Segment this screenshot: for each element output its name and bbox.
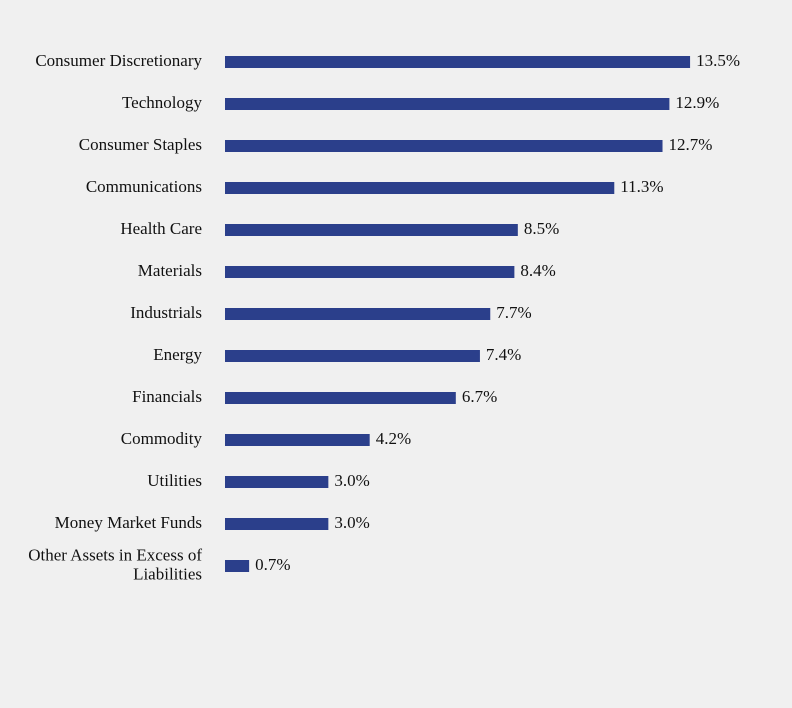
category-label: Consumer Discretionary (35, 51, 202, 70)
category-label: Commodity (121, 429, 203, 448)
bars-group (225, 56, 691, 572)
value-label: 7.7% (496, 303, 531, 322)
value-label: 13.5% (696, 51, 740, 70)
category-label: Materials (138, 261, 202, 280)
bar (225, 56, 691, 68)
category-label: Consumer Staples (79, 135, 202, 154)
bar (225, 182, 615, 194)
bar (225, 476, 329, 488)
value-label: 12.7% (669, 135, 713, 154)
bar (225, 350, 480, 362)
value-label: 7.4% (486, 345, 521, 364)
value-label: 0.7% (255, 555, 290, 574)
value-label: 12.9% (675, 93, 719, 112)
category-label: Communications (86, 177, 202, 196)
bar (225, 266, 515, 278)
category-label: Money Market Funds (55, 513, 202, 532)
value-label: 6.7% (462, 387, 497, 406)
bar (225, 224, 518, 236)
value-label: 11.3% (620, 177, 663, 196)
category-label: Health Care (120, 219, 202, 238)
bar (225, 140, 663, 152)
category-label: Other Assets in Excess of Liabilities (28, 545, 202, 583)
bar (225, 98, 670, 110)
category-label: Energy (153, 345, 202, 364)
value-label: 3.0% (334, 471, 369, 490)
bar (225, 392, 456, 404)
value-label: 8.5% (524, 219, 559, 238)
value-labels-group: 13.5% 12.9% 12.7% 11.3% 8.5% 8.4% 7.7% 7.4% 6.7%… (255, 51, 740, 574)
category-label: Financials (132, 387, 202, 406)
bar (225, 308, 491, 320)
bar (225, 434, 370, 446)
value-label: 3.0% (334, 513, 369, 532)
bar (225, 518, 329, 530)
category-label: Technology (122, 93, 203, 112)
category-labels-group: Consumer Discretionary Technology Consumer… (28, 51, 202, 584)
category-label: Industrials (130, 303, 202, 322)
category-label: Utilities (147, 471, 202, 490)
bar (225, 560, 250, 572)
value-label: 8.4% (520, 261, 555, 280)
value-label: 4.2% (376, 429, 411, 448)
